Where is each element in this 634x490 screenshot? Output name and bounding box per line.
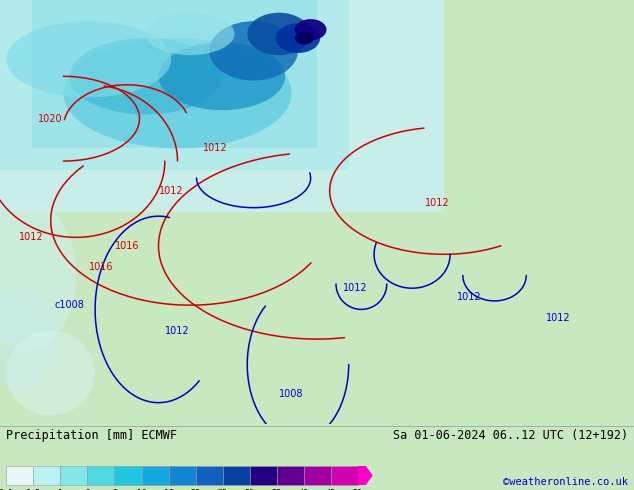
Text: 45: 45: [326, 489, 336, 490]
Ellipse shape: [6, 21, 171, 98]
Bar: [6, 466, 34, 485]
Text: 1016: 1016: [115, 241, 139, 251]
Text: 1012: 1012: [204, 144, 228, 153]
Text: 1020: 1020: [39, 114, 63, 123]
Bar: [0, 0, 444, 212]
Text: 1012: 1012: [165, 325, 190, 336]
Ellipse shape: [158, 43, 285, 110]
Text: 40: 40: [299, 489, 309, 490]
Bar: [0, 0, 349, 170]
Text: 25: 25: [217, 489, 228, 490]
Text: 1012: 1012: [20, 232, 44, 243]
Text: 2: 2: [85, 489, 90, 490]
Text: 1012: 1012: [425, 198, 450, 208]
Ellipse shape: [247, 13, 311, 55]
Text: 20: 20: [191, 489, 200, 490]
Text: ©weatheronline.co.uk: ©weatheronline.co.uk: [503, 477, 628, 487]
Ellipse shape: [146, 13, 235, 55]
Text: c1008: c1008: [55, 300, 85, 310]
Bar: [358, 466, 366, 485]
Text: Precipitation [mm] ECMWF: Precipitation [mm] ECMWF: [6, 429, 178, 442]
Text: 5: 5: [112, 489, 117, 490]
Text: 1012: 1012: [546, 313, 570, 323]
Text: 10: 10: [136, 489, 146, 490]
Text: 0.5: 0.5: [26, 489, 41, 490]
Bar: [250, 466, 276, 485]
Polygon shape: [358, 466, 373, 485]
Bar: [169, 466, 196, 485]
Text: 50: 50: [353, 489, 363, 490]
Ellipse shape: [0, 288, 57, 390]
Text: 1012: 1012: [159, 186, 183, 196]
Text: 15: 15: [164, 489, 174, 490]
Text: 1012: 1012: [343, 283, 367, 293]
Bar: [32, 0, 317, 148]
Bar: [87, 466, 115, 485]
Ellipse shape: [63, 38, 292, 148]
Ellipse shape: [209, 21, 298, 80]
Bar: [60, 466, 87, 485]
Bar: [331, 466, 358, 485]
Bar: [0, 426, 634, 427]
Bar: [304, 466, 331, 485]
Ellipse shape: [295, 32, 314, 45]
Ellipse shape: [276, 24, 320, 53]
Text: 1: 1: [58, 489, 63, 490]
Ellipse shape: [295, 19, 327, 40]
Bar: [34, 466, 60, 485]
Bar: [223, 466, 250, 485]
Ellipse shape: [0, 199, 76, 352]
Bar: [196, 466, 223, 485]
Bar: [276, 466, 304, 485]
Text: 1008: 1008: [280, 389, 304, 399]
Text: 0.1: 0.1: [0, 489, 14, 490]
Ellipse shape: [6, 331, 95, 416]
Text: Sa 01-06-2024 06..12 UTC (12+192): Sa 01-06-2024 06..12 UTC (12+192): [392, 429, 628, 442]
Text: 1016: 1016: [89, 262, 113, 272]
Bar: [141, 466, 169, 485]
Text: 1012: 1012: [457, 292, 481, 302]
Ellipse shape: [70, 38, 222, 115]
Text: 30: 30: [245, 489, 255, 490]
Bar: [115, 466, 141, 485]
Text: 35: 35: [272, 489, 281, 490]
